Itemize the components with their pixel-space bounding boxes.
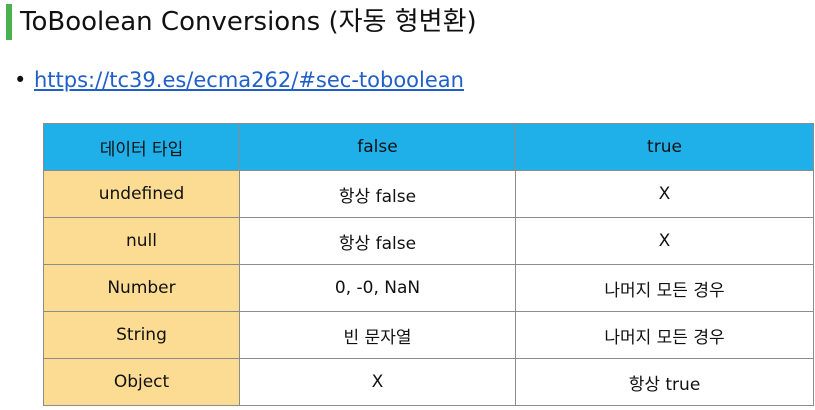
table-row: null 항상 false X	[43, 217, 814, 265]
spec-link[interactable]: https://tc39.es/ecma262/#sec-toboolean	[34, 68, 464, 92]
title-accent-bar	[6, 4, 12, 40]
table-row: String 빈 문자열 나머지 모든 경우	[43, 311, 814, 359]
table-row: Number 0, -0, NaN 나머지 모든 경우	[43, 264, 814, 312]
cell-type: undefined	[43, 170, 240, 218]
table-row: undefined 항상 false X	[43, 170, 814, 218]
cell-type: String	[43, 311, 240, 359]
cell-true: X	[515, 170, 814, 218]
header-false: false	[239, 123, 516, 171]
cell-true: 나머지 모든 경우	[515, 311, 814, 359]
table-row: Object X 항상 true	[43, 358, 814, 406]
cell-true: X	[515, 217, 814, 265]
header-true: true	[515, 123, 814, 171]
cell-type: Object	[43, 358, 240, 406]
page-title: ToBoolean Conversions (자동 형변환)	[20, 7, 477, 37]
header-data-type: 데이터 타입	[43, 123, 240, 171]
cell-false: X	[239, 358, 516, 406]
cell-type: Number	[43, 264, 240, 312]
cell-false: 0, -0, NaN	[239, 264, 516, 312]
bullet-dot: •	[14, 68, 27, 92]
cell-true: 나머지 모든 경우	[515, 264, 814, 312]
cell-false: 항상 false	[239, 170, 516, 218]
cell-type: null	[43, 217, 240, 265]
cell-false: 빈 문자열	[239, 311, 516, 359]
toboolean-table: 데이터 타입 false true undefined 항상 false X n…	[43, 123, 814, 406]
table-header-row: 데이터 타입 false true	[43, 123, 814, 171]
cell-true: 항상 true	[515, 358, 814, 406]
reference-link-row: • https://tc39.es/ecma262/#sec-toboolean	[14, 64, 464, 96]
cell-false: 항상 false	[239, 217, 516, 265]
